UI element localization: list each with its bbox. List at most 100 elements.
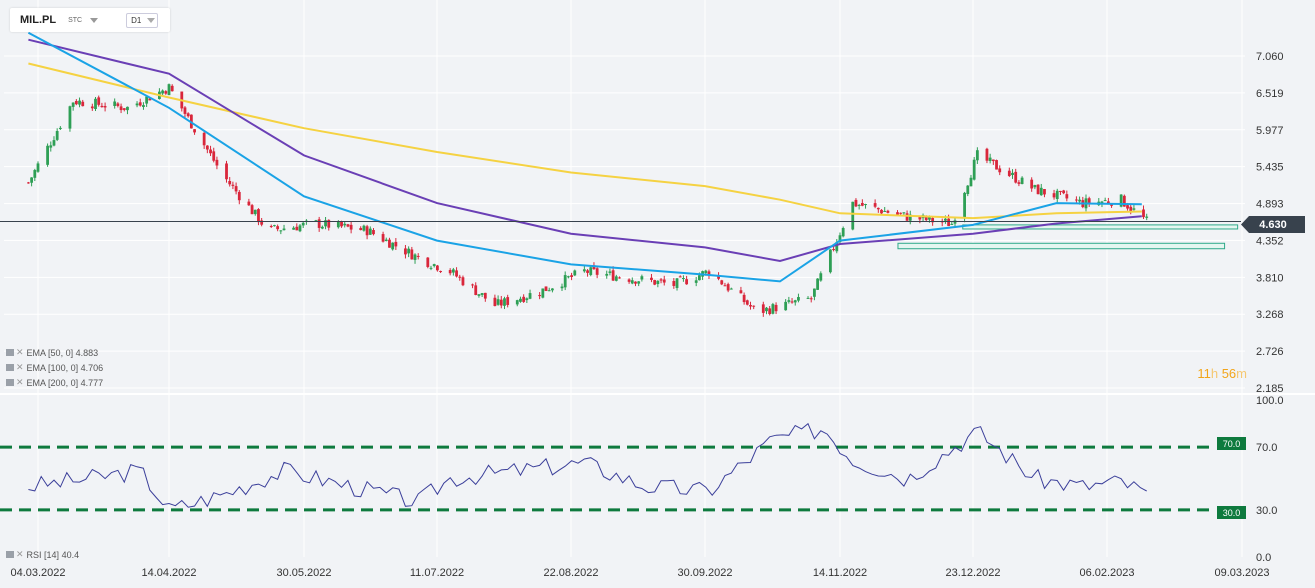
date-tick-label: 23.12.2022 [945, 567, 1000, 579]
candle-body [506, 297, 510, 305]
candle-body [605, 273, 609, 276]
candle-body [260, 220, 264, 225]
close-icon[interactable]: ✕ [16, 347, 24, 357]
indicator-label: EMA [100, 0] 4.706 [26, 362, 104, 373]
candle-body [662, 279, 666, 283]
candle-body [784, 301, 788, 311]
candle-body [528, 293, 532, 299]
candle-body [522, 296, 526, 302]
candle-body [883, 210, 887, 212]
candle-body [36, 163, 40, 172]
candle-body [1087, 198, 1091, 204]
candle-body [659, 279, 663, 281]
candle-body [368, 228, 372, 235]
chevron-down-icon[interactable] [90, 17, 99, 23]
candle-body [739, 290, 743, 294]
candle-body [122, 108, 126, 110]
candle-body [1017, 182, 1021, 184]
ema100-line [28, 38, 1142, 263]
candle-body [119, 106, 123, 111]
candle-body [720, 280, 724, 285]
candle-body [228, 180, 232, 185]
candle-body [183, 107, 187, 114]
close-icon[interactable]: ✕ [16, 377, 24, 387]
candle-body [327, 219, 331, 228]
symbol-label[interactable]: MIL.PL [20, 14, 57, 26]
candle-body [253, 209, 257, 215]
candle-body [835, 242, 839, 252]
candle-body [1011, 172, 1014, 176]
candle-body [551, 288, 554, 291]
candle-body [269, 225, 273, 227]
candle-body [544, 286, 548, 291]
settings-icon[interactable] [6, 349, 14, 356]
candle-body [797, 297, 800, 301]
candle-body [292, 227, 296, 230]
candle-body [790, 301, 794, 303]
candle-body [33, 170, 37, 178]
timeframe-select[interactable]: D1 [126, 12, 159, 28]
candle-body [343, 223, 347, 226]
candle-body [975, 150, 979, 161]
candle-body [58, 127, 62, 130]
settings-icon[interactable] [6, 551, 14, 558]
settings-icon[interactable] [6, 364, 14, 371]
ema-lines [27, 31, 1142, 283]
candle-body [995, 160, 998, 170]
candle-body [1122, 195, 1126, 207]
candle-body [592, 265, 596, 270]
candle-body [1059, 190, 1062, 192]
candle-body [627, 279, 631, 282]
candle-body [838, 235, 842, 242]
close-icon[interactable]: ✕ [16, 362, 24, 372]
symbol-toolbar[interactable]: MIL.PL STC D1 [10, 8, 170, 32]
candle-body [931, 217, 935, 223]
candle-body [193, 129, 196, 133]
candle-body [461, 277, 465, 286]
candle-body [608, 271, 612, 273]
candle-body [247, 201, 251, 206]
candle-body [74, 100, 78, 105]
candle-body [458, 276, 462, 278]
candle-body [103, 106, 107, 108]
indicator-ema100[interactable]: ✕ EMA [100, 0] 4.706 [6, 362, 103, 373]
candle-timer: 11h 56m [1197, 366, 1247, 381]
candle-body [944, 218, 947, 221]
candle-body [30, 177, 34, 183]
candle-body [1030, 179, 1034, 189]
date-tick-label: 04.03.2022 [10, 567, 65, 579]
candle-body [116, 103, 120, 106]
candle-body [413, 254, 417, 260]
price-tick-label: 3.268 [1256, 309, 1284, 321]
candle-body [928, 215, 931, 220]
candle-body [586, 270, 589, 273]
timer-minutes-unit: m [1236, 366, 1247, 381]
price-tick-label: 5.977 [1256, 125, 1284, 137]
price-tick-label: 7.060 [1256, 51, 1284, 63]
candle-body [164, 91, 168, 94]
candle-body [1062, 190, 1066, 194]
candle-body [359, 228, 363, 231]
candle-body [340, 221, 343, 227]
timer-minutes: 56 [1221, 366, 1237, 381]
candle-body [998, 168, 1002, 173]
chevron-down-icon [147, 17, 156, 23]
candle-body [215, 159, 219, 166]
candle-body [515, 300, 519, 305]
timeframe-value: D1 [131, 15, 142, 25]
candle-body [972, 159, 976, 180]
support-zone [962, 224, 1239, 230]
indicator-ema50[interactable]: ✕ EMA [50, 0] 4.883 [6, 347, 98, 358]
candle-body [503, 298, 506, 306]
rsi-oversold-tag: 30.0 [1217, 506, 1246, 519]
candle-body [573, 270, 577, 276]
close-icon[interactable]: ✕ [16, 549, 24, 559]
candle-body [873, 203, 877, 207]
candle-body [404, 248, 407, 255]
candle-body [205, 145, 209, 150]
settings-icon[interactable] [6, 379, 14, 386]
date-tick-label: 22.08.2022 [543, 567, 598, 579]
indicator-rsi[interactable]: ✕ RSI [14] 40.4 [6, 549, 79, 560]
indicator-ema200[interactable]: ✕ EMA [200, 0] 4.777 [6, 377, 103, 388]
